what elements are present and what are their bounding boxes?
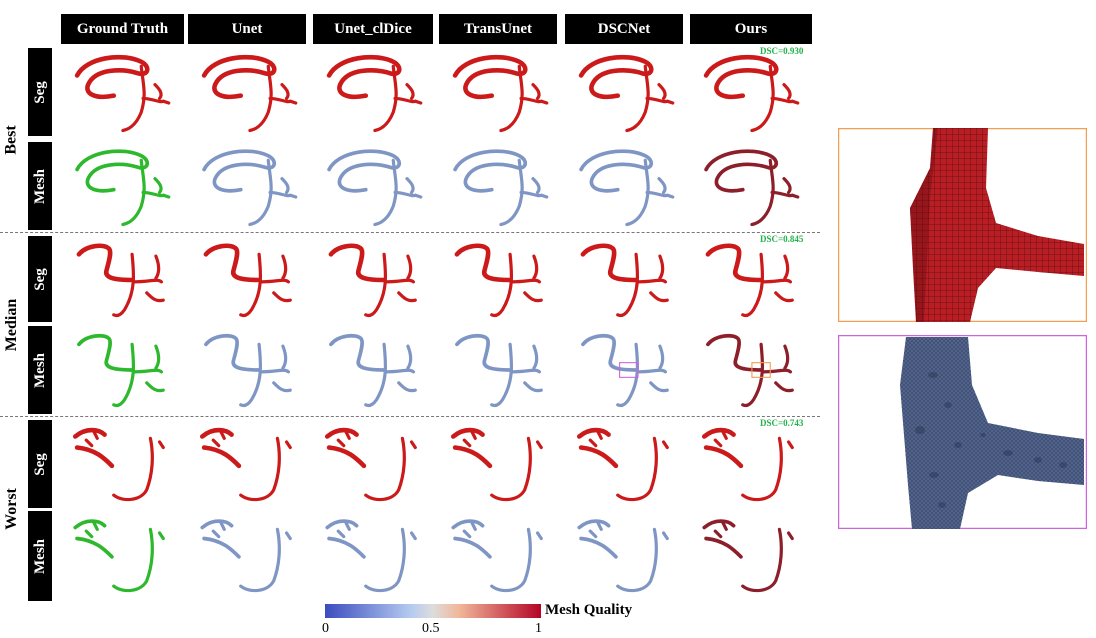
mesh-quality-colorbar (325, 604, 541, 618)
group-label-median: Median (3, 298, 21, 351)
seg-thumbnail (74, 54, 171, 133)
legend-tick-mid: 0.5 (422, 621, 440, 636)
seg-thumbnail (452, 54, 549, 133)
dsc-median: DSC=0.845 (760, 234, 804, 244)
mesh-thumbnail (455, 333, 543, 408)
group-label-worst: Worst (3, 488, 20, 530)
mesh-thumbnail (704, 149, 800, 227)
seg-thumbnail (576, 427, 669, 502)
legend-tick-0: 0 (322, 621, 329, 636)
seg-thumbnail (199, 427, 292, 502)
col-header-unet-cldice: Unet_clDice (313, 14, 433, 44)
seg-thumbnail (328, 243, 417, 318)
mesh-thumbnail (329, 333, 417, 408)
mesh-thumbnail (202, 149, 298, 227)
seg-thumbnail (703, 54, 800, 133)
row-label-best-mesh: Mesh (28, 142, 52, 230)
dsc-worst: DSC=0.743 (760, 418, 804, 428)
seg-thumbnail (76, 243, 165, 318)
row-label-worst-seg: Seg (28, 420, 52, 508)
seg-thumbnail (701, 427, 794, 502)
dsc-best: DSC=0.930 (760, 46, 804, 56)
mesh-thumbnail (75, 149, 171, 227)
mesh-thumbnail (325, 519, 417, 593)
group-separator-2 (0, 416, 820, 417)
col-header-unet: Unet (188, 14, 306, 44)
row-label-best-seg: Seg (28, 48, 52, 136)
mesh-thumbnail (204, 333, 292, 408)
group-label-best: Best (3, 125, 21, 155)
seg-thumbnail (72, 427, 165, 502)
mesh-thumbnail (200, 519, 292, 593)
legend-tick-1: 1 (535, 621, 542, 636)
row-label-worst-mesh: Mesh (28, 511, 52, 601)
group-separator-1 (0, 232, 820, 233)
mesh-thumbnail (451, 519, 543, 593)
seg-thumbnail (203, 243, 292, 318)
col-header-ours: Ours (690, 14, 812, 44)
zoom-panel-baseline (838, 335, 1087, 529)
row-label-median-mesh: Mesh (28, 326, 52, 414)
legend-title: Mesh Quality (545, 602, 633, 618)
seg-thumbnail (201, 54, 298, 133)
seg-thumbnail (324, 427, 417, 502)
seg-thumbnail (578, 54, 675, 133)
seg-thumbnail (450, 427, 543, 502)
mesh-thumbnail (702, 519, 794, 593)
mesh-thumbnail (77, 333, 165, 408)
seg-thumbnail (580, 243, 669, 318)
seg-thumbnail (454, 243, 543, 318)
seg-thumbnail (326, 54, 423, 133)
mesh-thumbnail (577, 519, 669, 593)
mesh-thumbnail (73, 519, 165, 593)
mesh-thumbnail (579, 149, 675, 227)
col-header-ground-truth: Ground Truth (61, 14, 184, 44)
mesh-thumbnail (581, 333, 669, 408)
col-header-dscnet: DSCNet (565, 14, 683, 44)
mesh-thumbnail (706, 333, 794, 408)
col-header-transunet: TransUnet (439, 14, 557, 44)
seg-thumbnail (705, 243, 794, 318)
zoom-panel-ours (838, 128, 1087, 322)
mesh-thumbnail (327, 149, 423, 227)
mesh-thumbnail (453, 149, 549, 227)
row-label-median-seg: Seg (28, 236, 52, 322)
